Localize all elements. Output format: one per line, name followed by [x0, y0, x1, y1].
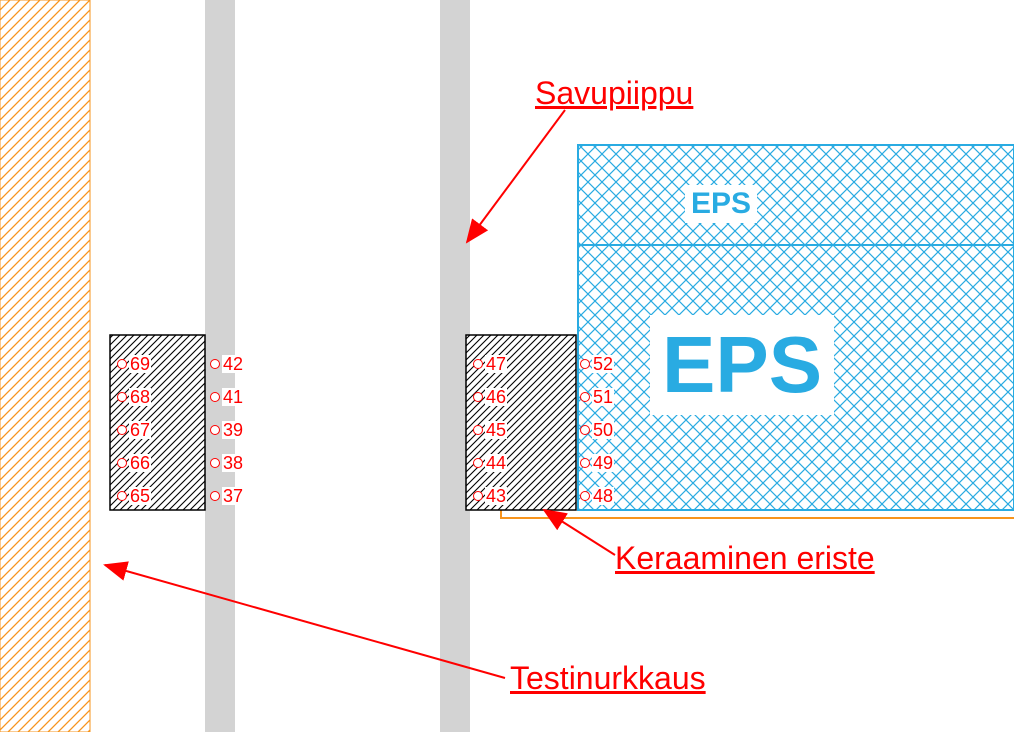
arrow-keraaminen — [544, 510, 615, 555]
sensor-marker-icon — [580, 425, 590, 435]
sensor-number: 39 — [222, 421, 244, 439]
sensor-number: 37 — [222, 487, 244, 505]
sensor-number: 44 — [485, 454, 507, 472]
sensor-marker-icon — [580, 392, 590, 402]
sensor-number: 43 — [485, 487, 507, 505]
sensor-41: 41 — [210, 388, 244, 406]
sensor-number: 41 — [222, 388, 244, 406]
sensor-65: 65 — [117, 487, 151, 505]
sensor-number: 45 — [485, 421, 507, 439]
sensor-37: 37 — [210, 487, 244, 505]
sensor-marker-icon — [580, 458, 590, 468]
sensor-number: 66 — [129, 454, 151, 472]
sensor-number: 42 — [222, 355, 244, 373]
sensor-68: 68 — [117, 388, 151, 406]
sensor-marker-icon — [117, 359, 127, 369]
orange-bottom-line — [500, 517, 1014, 519]
sensor-number: 68 — [129, 388, 151, 406]
sensor-marker-icon — [210, 491, 220, 501]
arrow-savupiippu — [467, 110, 565, 242]
sensor-46: 46 — [473, 388, 507, 406]
sensor-49: 49 — [580, 454, 614, 472]
savupiippu-label: Savupiippu — [535, 75, 693, 112]
sensor-number: 47 — [485, 355, 507, 373]
keraaminen-label: Keraaminen eriste — [615, 540, 875, 577]
sensor-42: 42 — [210, 355, 244, 373]
sensor-number: 67 — [129, 421, 151, 439]
sensor-38: 38 — [210, 454, 244, 472]
testinurkkaus-label: Testinurkkaus — [510, 660, 706, 697]
sensor-number: 52 — [592, 355, 614, 373]
sensor-47: 47 — [473, 355, 507, 373]
sensor-69: 69 — [117, 355, 151, 373]
sensor-marker-icon — [210, 425, 220, 435]
sensor-48: 48 — [580, 487, 614, 505]
sensor-number: 50 — [592, 421, 614, 439]
sensor-51: 51 — [580, 388, 614, 406]
sensor-52: 52 — [580, 355, 614, 373]
orange-wall — [0, 0, 90, 732]
sensor-marker-icon — [473, 359, 483, 369]
sensor-number: 49 — [592, 454, 614, 472]
sensor-marker-icon — [473, 458, 483, 468]
sensor-marker-icon — [580, 359, 590, 369]
sensor-marker-icon — [473, 392, 483, 402]
sensor-number: 46 — [485, 388, 507, 406]
sensor-67: 67 — [117, 421, 151, 439]
sensor-45: 45 — [473, 421, 507, 439]
sensor-marker-icon — [210, 359, 220, 369]
sensor-marker-icon — [473, 425, 483, 435]
sensor-marker-icon — [210, 392, 220, 402]
sensor-66: 66 — [117, 454, 151, 472]
sensor-marker-icon — [117, 491, 127, 501]
eps-big-label: EPS — [650, 315, 834, 415]
sensor-50: 50 — [580, 421, 614, 439]
sensor-39: 39 — [210, 421, 244, 439]
sensor-marker-icon — [117, 425, 127, 435]
sensor-marker-icon — [117, 458, 127, 468]
sensor-number: 65 — [129, 487, 151, 505]
sensor-number: 51 — [592, 388, 614, 406]
sensor-marker-icon — [117, 392, 127, 402]
sensor-marker-icon — [580, 491, 590, 501]
sensor-44: 44 — [473, 454, 507, 472]
eps-small-label: EPS — [685, 185, 757, 223]
sensor-number: 38 — [222, 454, 244, 472]
sensor-marker-icon — [210, 458, 220, 468]
sensor-number: 48 — [592, 487, 614, 505]
sensor-number: 69 — [129, 355, 151, 373]
sensor-marker-icon — [473, 491, 483, 501]
sensor-43: 43 — [473, 487, 507, 505]
